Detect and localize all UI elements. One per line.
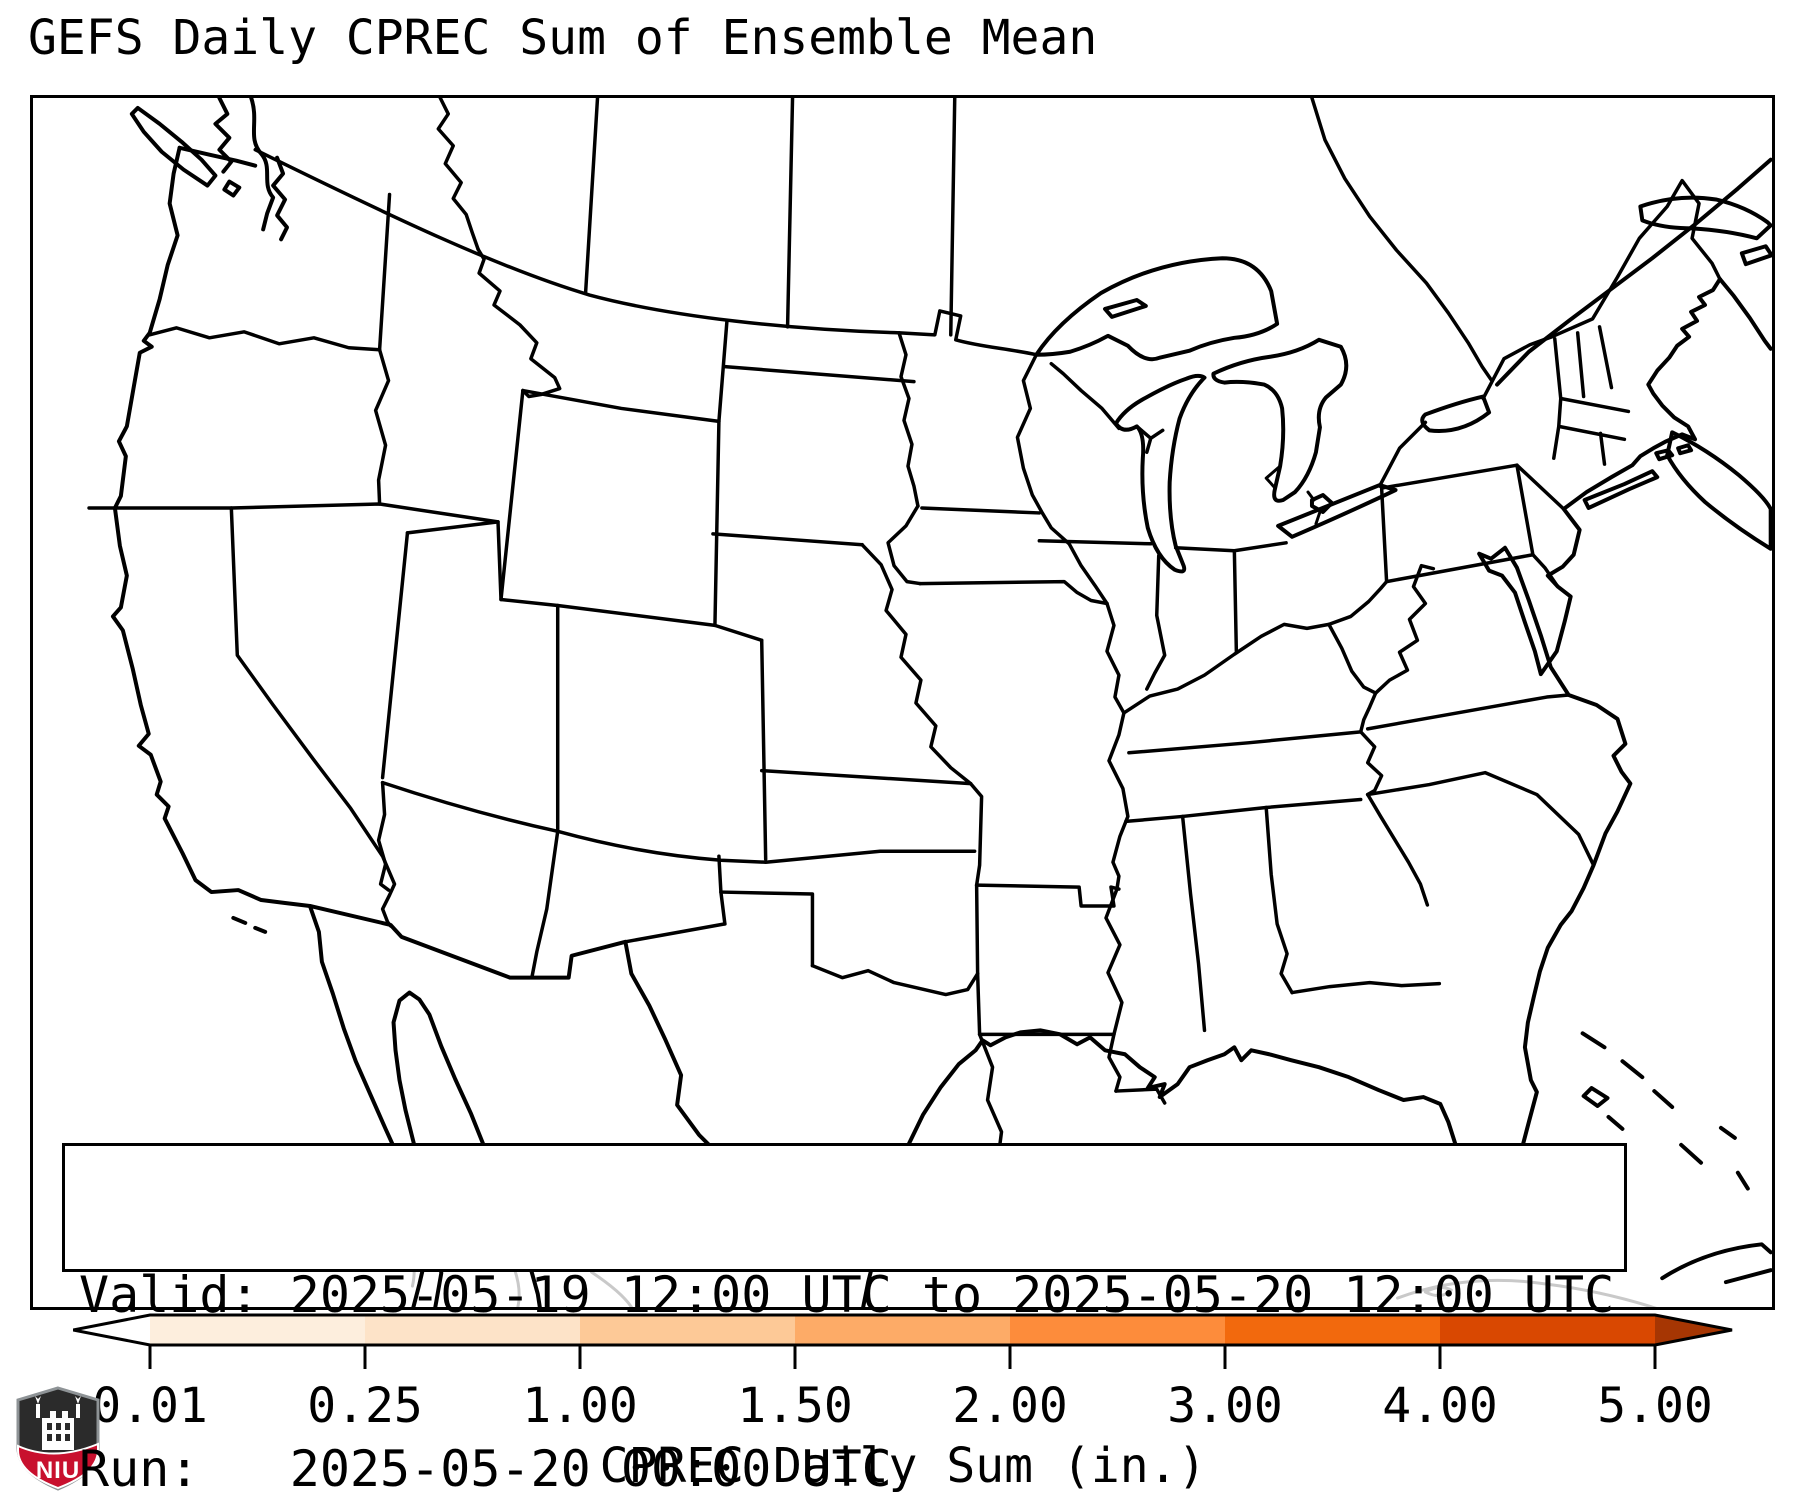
nova-scotia (1665, 430, 1772, 551)
over-range-arrow (1655, 1315, 1732, 1345)
colorbar-segment (150, 1315, 365, 1345)
lake-ontario (1420, 394, 1492, 433)
us-state-borders (87, 192, 1631, 1234)
isle-royale (1103, 298, 1148, 319)
ohio-river (1122, 579, 1389, 715)
under-range-arrow (73, 1315, 150, 1345)
lake-erie (1276, 483, 1398, 539)
colorbar-segment (1010, 1315, 1225, 1345)
us-canada-border (253, 148, 1039, 357)
coastlines (110, 145, 1722, 1307)
canada-borders (129, 98, 1772, 551)
run-time-line: Run: 2025-05-20 00:00 UTC (79, 1440, 892, 1498)
new-brunswick-coast (1717, 277, 1772, 351)
colorbar-tick-label: 4.00 (1382, 1378, 1498, 1434)
colorbar-segment (580, 1315, 795, 1345)
castle-windows (47, 1423, 70, 1441)
pacific-coast (110, 145, 428, 1307)
lake-superior (1034, 256, 1280, 362)
niu-logo: NIU (16, 1386, 100, 1491)
cuba-outline (1396, 1278, 1657, 1307)
colorbar-tick-label: 0.25 (307, 1378, 423, 1434)
colorbar-segment (1225, 1315, 1440, 1345)
colorbar-segment (365, 1315, 580, 1345)
cuba-east-black (1660, 1242, 1772, 1285)
conus-map-panel (30, 95, 1775, 1310)
colorbar (72, 1313, 1733, 1383)
colorbar-tick-label: 3.00 (1167, 1378, 1283, 1434)
pennsylvania-outline (1379, 463, 1535, 584)
conus-map (87, 98, 1772, 1307)
colorbar-segment (1440, 1315, 1655, 1345)
ontario-quebec-border (1310, 98, 1493, 382)
colorbar-axis-label: CPREC Daily Sum (in.) (599, 1438, 1207, 1494)
colorbar-tick-label: 1.00 (522, 1378, 638, 1434)
colorbar-tick-label: 1.50 (737, 1378, 853, 1434)
valid-run-info-box: Valid: 2025-05-19 12:00 UTC to 2025-05-2… (62, 1143, 1627, 1498)
logo-text: NIU (36, 1457, 80, 1484)
vancouver-island (129, 105, 218, 188)
colorbar-tick-label: 0.01 (92, 1378, 208, 1434)
long-island (1582, 469, 1660, 510)
colorbar-segment (795, 1315, 1010, 1345)
mississippi-river (1015, 352, 1130, 1093)
figure-title: GEFS Daily CPREC Sum of Ensemble Mean (28, 10, 1098, 66)
prince-edward-island (1739, 244, 1772, 267)
colorbar-tick-label: 5.00 (1597, 1378, 1713, 1434)
gulf-atlantic-coast (877, 277, 1722, 1233)
valid-time-line: Valid: 2025-05-19 12:00 UTC to 2025-05-2… (79, 1266, 1615, 1324)
st-lawrence-north-shore (1495, 157, 1772, 387)
colorbar-svg (72, 1313, 1733, 1369)
red-band (17, 1442, 99, 1490)
lake-michigan (1113, 373, 1207, 574)
colorbar-tick-label: 2.00 (952, 1378, 1068, 1434)
bahamas-islands (1580, 1031, 1772, 1285)
great-lakes (1034, 256, 1554, 574)
lake-huron (1211, 337, 1349, 503)
